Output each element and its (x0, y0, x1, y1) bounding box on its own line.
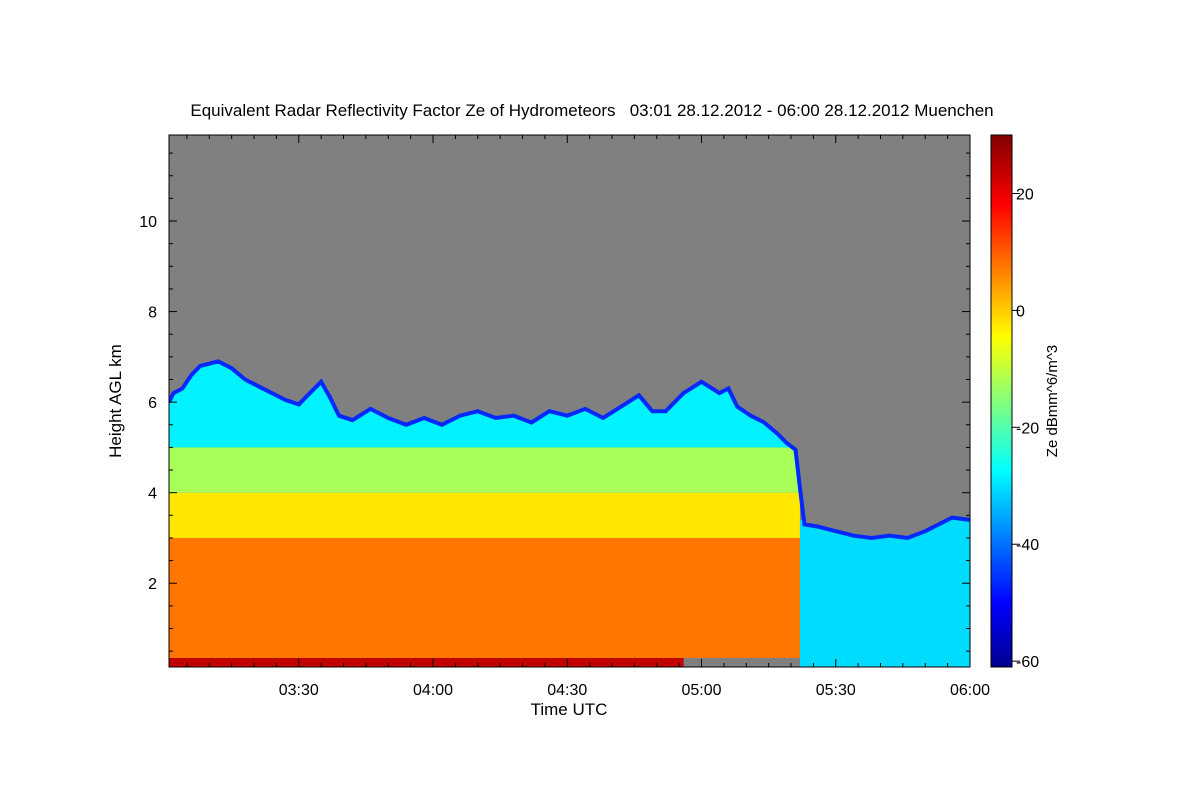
y-tick-label: 2 (148, 576, 157, 593)
plot-area (169, 135, 970, 667)
plot-frame (168, 134, 971, 668)
x-tick-label: 06:00 (950, 682, 990, 699)
colorbar-gradient (990, 134, 1013, 668)
x-axis: 03:30 04:00 04:30 05:00 05:30 06:00 (186, 135, 990, 699)
colorbar-tick-label: -20 (1016, 420, 1039, 437)
x-tick-label: 03:30 (279, 682, 319, 699)
colorbar-tick-label: 20 (1016, 186, 1034, 203)
chart-title: Equivalent Radar Reflectivity Factor Ze … (190, 101, 993, 120)
reflectivity-layer (169, 657, 684, 667)
reflectivity-layer (169, 537, 800, 658)
x-tick-label: 05:00 (681, 682, 721, 699)
y-axis: 2 4 6 8 10 (139, 152, 970, 652)
colorbar: 20 0 -20 -40 -60 Ze dBmm^6/m^3 (990, 134, 1061, 671)
cloud-top-edge (169, 359, 970, 541)
colorbar-tick-label: 0 (1016, 303, 1025, 320)
colorbar-tick-label: -60 (1016, 654, 1039, 671)
y-tick-label: 10 (139, 214, 157, 231)
x-tick-label: 04:00 (413, 682, 453, 699)
reflectivity-layer (799, 519, 970, 667)
y-tick-label: 4 (148, 486, 157, 503)
colorbar-label: Ze dBmm^6/m^3 (1044, 345, 1061, 457)
reflectivity-layer (169, 492, 800, 538)
x-axis-label: Time UTC (531, 700, 608, 719)
colorbar-tick-label: -40 (1016, 537, 1039, 554)
x-tick-label: 04:30 (547, 682, 587, 699)
y-axis-label: Height AGL km (106, 344, 125, 458)
reflectivity-layer (169, 447, 800, 493)
y-tick-label: 8 (148, 305, 157, 322)
y-tick-label: 6 (148, 395, 157, 412)
x-tick-label: 05:30 (816, 682, 856, 699)
